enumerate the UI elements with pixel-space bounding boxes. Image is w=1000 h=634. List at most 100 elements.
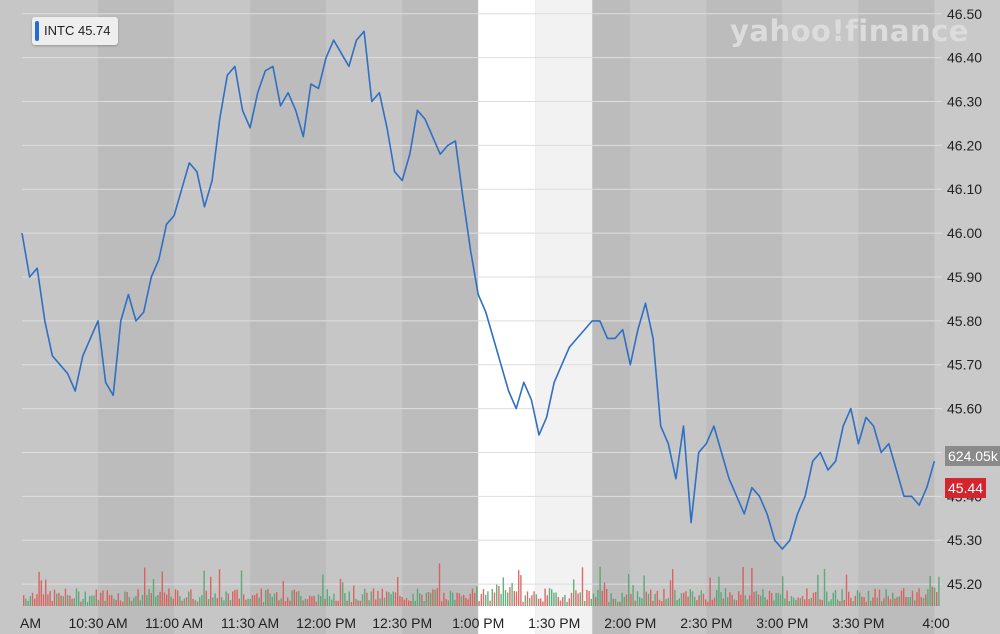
volume-bar <box>931 586 933 606</box>
highlight-band-right <box>535 0 593 634</box>
volume-bar <box>892 592 894 606</box>
volume-bar <box>502 577 504 606</box>
volume-bar <box>243 594 245 606</box>
y-tick-label: 46.50 <box>947 6 982 22</box>
volume-bar <box>496 584 498 606</box>
volume-bar <box>386 591 388 606</box>
volume-bar <box>282 580 284 606</box>
volume-bar <box>269 593 271 606</box>
volume-bar <box>566 601 568 606</box>
y-tick-label: 46.10 <box>947 181 982 197</box>
volume-bar <box>425 592 427 606</box>
x-axis: AM 10:30 AM 11:00 AM 11:30 AM 12:00 PM 12:30 … <box>20 615 950 631</box>
volume-bar <box>929 575 931 606</box>
volume-bar <box>918 588 920 606</box>
volume-bar <box>137 589 139 606</box>
volume-bar <box>183 598 185 606</box>
volume-bar <box>482 589 485 606</box>
volume-bar <box>522 601 524 606</box>
volume-bar <box>672 569 674 606</box>
volume-bar <box>709 577 711 606</box>
volume-bar <box>73 598 75 606</box>
volume-bar <box>432 589 434 606</box>
x-tick-label: 1:00 PM <box>452 615 504 631</box>
volume-bar <box>815 591 817 606</box>
volume-bar <box>152 578 155 606</box>
volume-bar <box>914 600 916 606</box>
volume-bar <box>575 590 577 606</box>
volume-bar <box>71 598 73 606</box>
volume-bar <box>443 592 445 606</box>
volume-bar <box>905 596 907 606</box>
volume-bar <box>474 592 476 606</box>
volume-bar <box>718 576 720 606</box>
volume-bar <box>324 598 326 606</box>
volume-bar <box>784 598 786 606</box>
volume-bar <box>625 594 628 606</box>
volume-bar <box>403 599 405 606</box>
volume-bar <box>511 583 513 606</box>
volume-bar <box>498 585 500 606</box>
volume-bar <box>155 596 157 606</box>
volume-bar <box>280 598 282 606</box>
volume-bar <box>559 600 562 606</box>
volume-bar <box>320 595 322 606</box>
volume-bar <box>238 598 240 606</box>
volume-bar <box>535 594 537 606</box>
volume-bar <box>557 597 559 606</box>
volume-bar <box>865 601 867 606</box>
volume-bar <box>856 590 859 606</box>
volume-bar <box>359 600 361 606</box>
background-bands <box>98 0 935 634</box>
volume-bar <box>826 591 828 606</box>
volume-bar <box>733 599 735 606</box>
volume-bar <box>458 593 460 606</box>
volume-bar <box>75 588 78 606</box>
band-10 <box>782 0 859 634</box>
volume-bar <box>188 591 190 606</box>
y-tick-label: 46.30 <box>947 94 982 110</box>
volume-bar <box>394 592 397 606</box>
volume-bar <box>764 597 766 606</box>
volume-bar <box>309 595 311 606</box>
volume-bar <box>306 599 309 606</box>
volume-bar <box>315 601 317 606</box>
volume-bar <box>192 598 194 606</box>
volume-bar <box>249 598 251 606</box>
volume-bar <box>735 600 738 606</box>
volume-bar <box>276 592 278 606</box>
volume-bar <box>533 591 535 606</box>
volume-bar <box>383 597 386 606</box>
volume-bar <box>166 594 168 606</box>
volume-bar <box>221 597 223 606</box>
volume-bar <box>471 588 474 606</box>
volume-bar <box>89 595 91 606</box>
volume-bar <box>139 600 141 606</box>
volume-bar <box>771 593 773 606</box>
volume-bar <box>434 589 436 606</box>
band-5 <box>402 0 479 634</box>
volume-bar <box>751 568 753 606</box>
volume-bar <box>141 595 144 606</box>
ticker-badge[interactable]: INTC 45.74 <box>32 17 118 45</box>
volume-bar <box>727 597 729 606</box>
volume-bar <box>839 601 841 606</box>
volume-bar <box>674 590 676 606</box>
y-axis: 46.50 46.40 46.30 46.20 46.10 46.00 45.90 45.80… <box>947 6 982 592</box>
volume-bar <box>526 591 529 606</box>
volume-bar <box>843 599 845 606</box>
x-tick-label: 3:00 PM <box>756 615 808 631</box>
volume-bar <box>845 574 848 606</box>
volume-bar <box>656 590 658 606</box>
volume-bar <box>223 600 225 606</box>
volume-bar <box>355 598 357 606</box>
volume-bar <box>606 589 608 606</box>
volume-bar <box>852 601 854 606</box>
volume-bar <box>106 590 108 606</box>
volume-bar <box>390 594 392 606</box>
y-tick-label: 45.20 <box>947 576 982 592</box>
volume-bar <box>40 580 42 606</box>
ticker-accent-bar <box>35 21 39 41</box>
volume-bar <box>573 579 575 606</box>
